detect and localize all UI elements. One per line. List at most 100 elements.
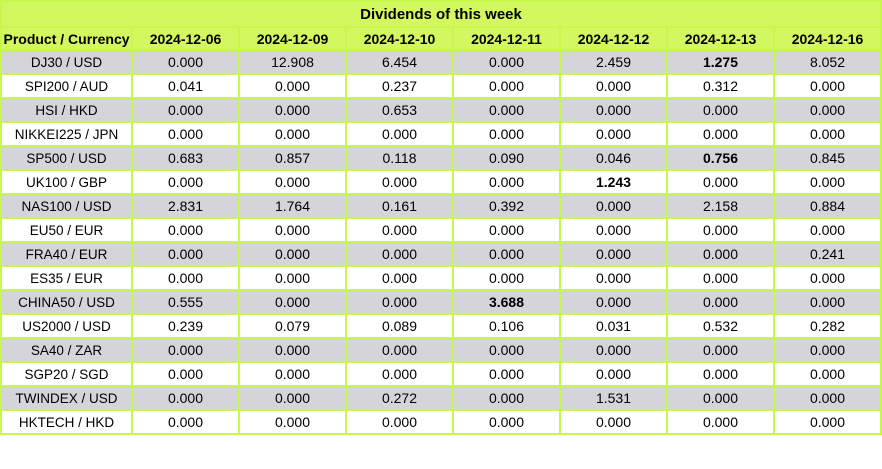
column-header-product: Product / Currency — [0, 26, 133, 51]
dividend-value-cell: 0.000 — [773, 169, 882, 195]
dividend-value-cell: 0.000 — [666, 121, 775, 147]
dividend-value-cell: 0.000 — [452, 385, 561, 411]
column-header-date: 2024-12-06 — [131, 26, 240, 51]
product-cell: NAS100 / USD — [0, 193, 133, 219]
dividend-value-cell: 0.000 — [238, 169, 347, 195]
product-cell: SPI200 / AUD — [0, 73, 133, 99]
dividend-value-cell: 0.000 — [452, 169, 561, 195]
dividend-value-cell: 0.000 — [773, 409, 882, 435]
dividend-value-cell: 0.000 — [559, 241, 668, 267]
dividend-value-cell: 0.000 — [345, 409, 454, 435]
dividend-value-cell: 0.884 — [773, 193, 882, 219]
dividend-value-cell: 0.239 — [131, 313, 240, 339]
dividend-value-cell: 0.000 — [238, 361, 347, 387]
dividend-value-cell: 0.000 — [131, 265, 240, 291]
dividend-value-cell: 0.000 — [773, 337, 882, 363]
dividends-table: Dividends of this week Product / Currenc… — [0, 0, 882, 435]
header-row: Product / Currency 2024-12-06 2024-12-09 20… — [0, 26, 882, 51]
dividend-value-cell: 0.000 — [773, 97, 882, 123]
table-row: SGP20 / SGD 0.000 0.000 0.000 0.000 0.000 0.00… — [0, 361, 882, 387]
dividend-value-cell: 1.764 — [238, 193, 347, 219]
table-row: TWINDEX / USD 0.000 0.000 0.272 0.000 1.531 0.… — [0, 385, 882, 411]
dividend-value-cell: 0.000 — [345, 121, 454, 147]
product-cell: DJ30 / USD — [0, 49, 133, 75]
dividend-value-cell: 0.000 — [345, 217, 454, 243]
dividend-value-cell: 0.000 — [131, 217, 240, 243]
dividend-value-cell: 0.000 — [452, 361, 561, 387]
dividend-value-cell: 0.046 — [559, 145, 668, 171]
dividend-value-cell: 0.000 — [559, 289, 668, 315]
dividend-value-cell: 0.000 — [238, 217, 347, 243]
dividend-value-cell: 0.000 — [452, 337, 561, 363]
dividend-value-cell: 0.118 — [345, 145, 454, 171]
column-header-date: 2024-12-10 — [345, 26, 454, 51]
product-cell: NIKKEI225 / JPN — [0, 121, 133, 147]
dividend-value-cell: 6.454 — [345, 49, 454, 75]
dividend-value-cell: 0.000 — [131, 409, 240, 435]
dividend-value-cell: 0.000 — [452, 241, 561, 267]
dividend-value-cell: 2.158 — [666, 193, 775, 219]
product-cell: TWINDEX / USD — [0, 385, 133, 411]
table-row: UK100 / GBP 0.000 0.000 0.000 0.000 1.243 0.00… — [0, 169, 882, 195]
dividend-value-cell: 0.000 — [238, 409, 347, 435]
product-cell: HKTECH / HKD — [0, 409, 133, 435]
dividend-value-cell: 0.000 — [773, 385, 882, 411]
dividend-value-cell: 1.531 — [559, 385, 668, 411]
product-cell: SGP20 / SGD — [0, 361, 133, 387]
dividend-value-cell: 0.312 — [666, 73, 775, 99]
dividend-value-cell: 0.000 — [345, 265, 454, 291]
dividend-value-cell: 0.000 — [131, 241, 240, 267]
dividend-value-cell: 0.000 — [773, 121, 882, 147]
dividend-value-cell: 0.031 — [559, 313, 668, 339]
dividend-value-cell: 0.000 — [345, 169, 454, 195]
dividend-value-cell: 0.000 — [559, 361, 668, 387]
dividend-value-cell: 0.000 — [131, 361, 240, 387]
dividend-value-cell: 0.237 — [345, 73, 454, 99]
table-row: NAS100 / USD 2.831 1.764 0.161 0.392 0.000 2.1… — [0, 193, 882, 219]
dividend-value-cell: 0.000 — [452, 121, 561, 147]
dividend-value-cell: 0.000 — [452, 73, 561, 99]
dividend-value-cell: 0.000 — [559, 217, 668, 243]
product-cell: EU50 / EUR — [0, 217, 133, 243]
dividend-value-cell: 0.000 — [345, 337, 454, 363]
dividend-value-cell: 0.079 — [238, 313, 347, 339]
product-cell: SP500 / USD — [0, 145, 133, 171]
dividend-value-cell: 0.000 — [131, 337, 240, 363]
dividend-value-cell: 0.000 — [452, 265, 561, 291]
dividend-value-cell: 0.000 — [452, 409, 561, 435]
dividend-value-cell: 0.000 — [238, 97, 347, 123]
dividend-value-cell: 0.041 — [131, 73, 240, 99]
dividend-value-cell: 0.000 — [452, 217, 561, 243]
dividend-value-cell: 2.459 — [559, 49, 668, 75]
dividend-value-cell: 0.683 — [131, 145, 240, 171]
dividend-value-cell: 0.000 — [773, 265, 882, 291]
dividend-value-cell: 0.000 — [666, 289, 775, 315]
dividend-value-cell: 0.000 — [773, 73, 882, 99]
table-row: HKTECH / HKD 0.000 0.000 0.000 0.000 0.000 0.0… — [0, 409, 882, 435]
title-row: Dividends of this week — [0, 0, 882, 27]
table-row: EU50 / EUR 0.000 0.000 0.000 0.000 0.000 0.000… — [0, 217, 882, 243]
dividend-value-cell: 0.845 — [773, 145, 882, 171]
dividend-value-cell: 0.106 — [452, 313, 561, 339]
dividend-value-cell: 0.000 — [452, 97, 561, 123]
page-title: Dividends of this week — [0, 0, 882, 27]
table-row: ES35 / EUR 0.000 0.000 0.000 0.000 0.000 0.000… — [0, 265, 882, 291]
dividend-value-cell: 0.000 — [666, 361, 775, 387]
dividend-value-cell: 0.000 — [131, 121, 240, 147]
table-head: Dividends of this week Product / Currenc… — [0, 0, 882, 51]
dividend-value-cell: 0.000 — [345, 361, 454, 387]
dividend-value-cell: 0.000 — [559, 193, 668, 219]
dividend-value-cell: 0.000 — [666, 169, 775, 195]
dividend-value-cell: 0.000 — [131, 97, 240, 123]
dividend-value-cell: 0.000 — [238, 265, 347, 291]
table-row: US2000 / USD 0.239 0.079 0.089 0.106 0.031 0.5… — [0, 313, 882, 339]
table-body: DJ30 / USD 0.000 12.908 6.454 0.000 2.459 1.27… — [0, 49, 882, 435]
dividend-value-cell: 0.000 — [559, 337, 668, 363]
dividend-value-cell: 0.000 — [131, 169, 240, 195]
product-cell: HSI / HKD — [0, 97, 133, 123]
column-header-date: 2024-12-11 — [452, 26, 561, 51]
dividend-value-cell: 0.653 — [345, 97, 454, 123]
dividend-value-cell: 0.000 — [238, 241, 347, 267]
table-row: FRA40 / EUR 0.000 0.000 0.000 0.000 0.000 0.00… — [0, 241, 882, 267]
dividend-value-cell: 0.857 — [238, 145, 347, 171]
